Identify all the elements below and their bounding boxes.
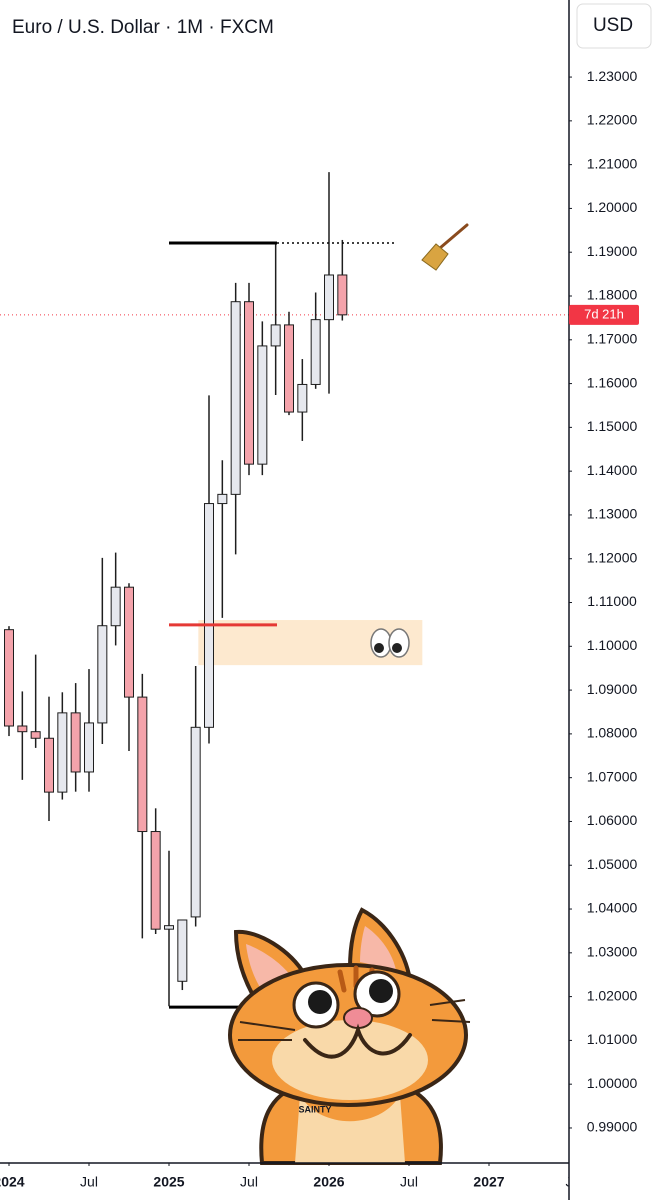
candle-body (164, 925, 174, 930)
y-tick-label: 1.15000 (587, 418, 638, 434)
currency-label[interactable]: USD (593, 15, 633, 36)
y-tick-label: 0.99000 (587, 1119, 638, 1135)
y-tick-label: 1.22000 (587, 112, 638, 128)
cat-chest (295, 1095, 405, 1163)
cat-whiskers (238, 999, 471, 1041)
candle-body (110, 586, 121, 627)
cat-mouth (303, 1023, 412, 1059)
cat-pupil (369, 979, 393, 1003)
candle-body (284, 324, 294, 413)
candle-body (230, 301, 241, 495)
y-tick-label: 1.21000 (587, 155, 638, 171)
candle-body (310, 319, 321, 385)
sticker-text: SAINTY (298, 1104, 331, 1114)
plot-area (0, 172, 569, 1009)
y-tick-label: 1.11000 (587, 593, 637, 609)
candle-body (190, 726, 201, 918)
y-tick-label: 1.08000 (587, 725, 638, 741)
y-tick-label: 1.12000 (587, 549, 638, 565)
eyes-emoji (370, 628, 410, 658)
y-tick-label: 1.02000 (587, 987, 638, 1003)
candle-body (324, 274, 334, 321)
y-tick-label: 1.05000 (587, 856, 638, 872)
candle-body (70, 712, 81, 773)
candle-body (177, 919, 188, 982)
candle-body (150, 831, 161, 930)
cat-sticker: SAINTY (228, 907, 471, 1165)
x-tick-label: 2026 (313, 1174, 344, 1190)
x-tick-label: Jul (240, 1174, 258, 1190)
currency-button[interactable] (576, 3, 652, 49)
y-tick-label: 1.20000 (587, 199, 638, 215)
candle-body (124, 586, 134, 698)
candle-body (97, 625, 108, 724)
price-axis-panel (569, 0, 657, 1200)
current-price-tag (569, 304, 639, 325)
candle-body (137, 696, 148, 833)
y-tick-label: 1.13000 (587, 506, 638, 522)
y-tick-label: 1.00000 (587, 1075, 638, 1091)
candle-body (84, 722, 94, 773)
x-tick-label: Jul (400, 1174, 418, 1190)
candle-body (337, 274, 348, 316)
candle-body (244, 301, 254, 465)
candle-body (17, 725, 28, 733)
x-tick-label: 2027 (473, 1174, 504, 1190)
y-tick-label: 1.17000 (587, 330, 638, 346)
candle-body (297, 383, 308, 413)
x-tick-label: 2025 (153, 1174, 184, 1190)
cat-ear-inner (360, 926, 396, 970)
x-tick-label: Jul (80, 1174, 98, 1190)
y-tick-label: 1.19000 (587, 243, 638, 259)
broom-emoji (421, 223, 469, 271)
y-tick-label: 1.16000 (587, 374, 638, 390)
cat-pupil (308, 990, 332, 1014)
y-tick-label: 1.14000 (587, 462, 638, 478)
y-tick-label: 1.07000 (587, 768, 638, 784)
y-tick-label: 1.10000 (587, 637, 638, 653)
candle-body (4, 629, 14, 727)
candle-body (30, 731, 41, 739)
countdown-label: 7d 21h (584, 306, 624, 321)
y-tick-label: 1.23000 (587, 68, 638, 84)
y-tick-label: 1.06000 (587, 812, 638, 828)
chart-title: Euro / U.S. Dollar · 1M · FXCM (12, 17, 274, 38)
candle-body (217, 493, 228, 505)
y-tick-label: 1.09000 (587, 681, 638, 697)
y-tick-label: 1.18000 (587, 287, 638, 303)
y-tick-label: 1.03000 (587, 944, 638, 960)
candle-body (204, 503, 214, 728)
candle-body (270, 324, 281, 347)
candle-body (57, 712, 68, 793)
x-tick-label: 2024 (0, 1174, 25, 1190)
y-tick-label: 1.04000 (587, 900, 638, 916)
y-tick-label: 1.01000 (587, 1031, 638, 1047)
cat-muzzle (272, 1020, 428, 1100)
candle-body (257, 345, 268, 465)
candle-body (44, 737, 54, 793)
